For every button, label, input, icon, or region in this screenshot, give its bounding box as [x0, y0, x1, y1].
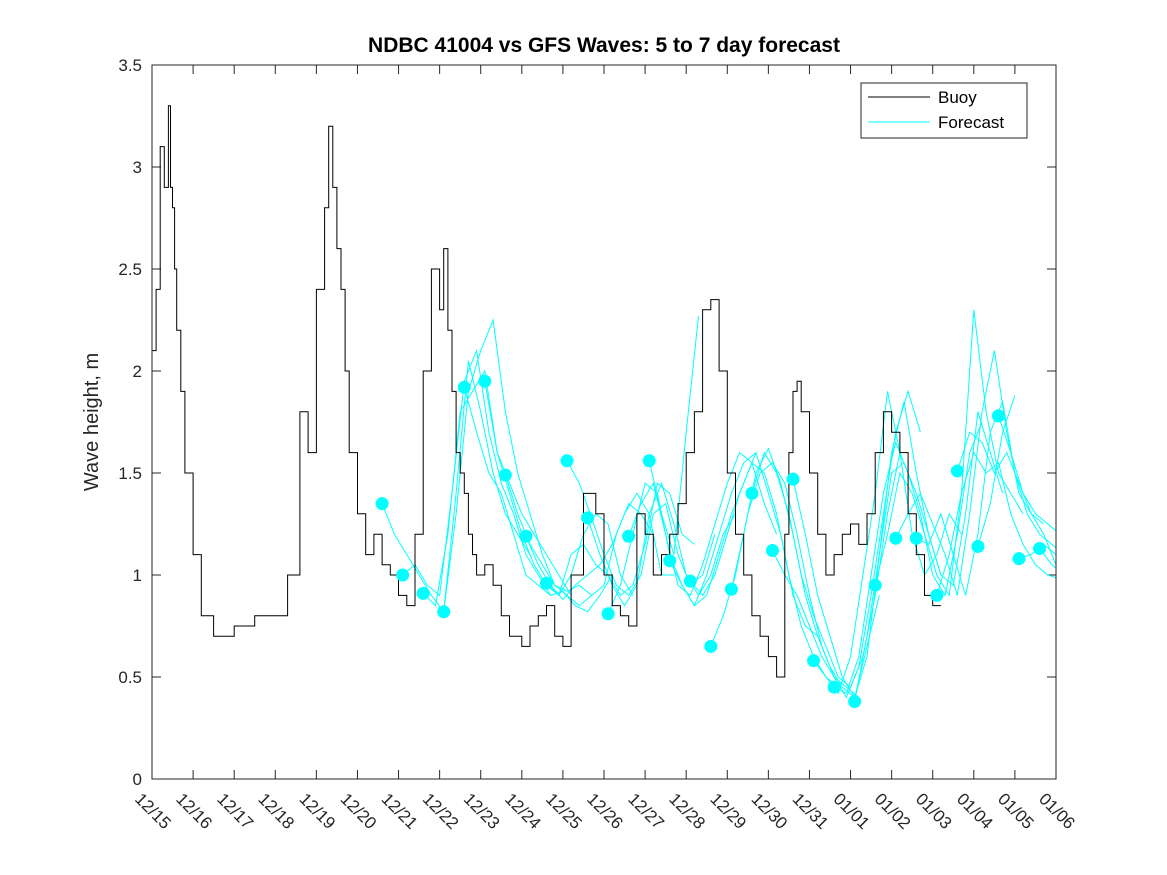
forecast-line-8 — [546, 482, 695, 597]
forecast-start-marker-10 — [581, 511, 595, 525]
y-tick-label: 0.5 — [118, 668, 142, 687]
forecast-start-marker-13 — [642, 454, 656, 468]
chart-title: NDBC 41004 vs GFS Waves: 5 to 7 day fore… — [368, 34, 840, 57]
forecast-line-25 — [895, 350, 1045, 596]
forecast-start-marker-20 — [786, 472, 800, 486]
forecast-line-27 — [936, 451, 1056, 596]
buoy-line — [152, 105, 941, 678]
series-layer — [152, 105, 1056, 702]
forecast-start-marker-29 — [971, 539, 985, 553]
y-tick-label: 2.5 — [118, 260, 142, 279]
forecast-start-marker-4 — [457, 380, 471, 394]
forecast-start-marker-12 — [622, 529, 636, 543]
forecast-start-marker-15 — [683, 574, 697, 588]
y-axis-ticks: 0 0.5 1 1.5 2 2.5 3 3.5 — [118, 56, 1056, 789]
forecast-start-marker-6 — [498, 468, 512, 482]
forecast-line-32 — [1039, 548, 1056, 569]
legend: Buoy Forecast — [860, 82, 1028, 139]
forecast-line-4 — [463, 387, 613, 613]
y-tick-label: 0 — [133, 770, 142, 789]
forecast-start-marker-28 — [950, 464, 964, 478]
forecast-line-1 — [402, 348, 552, 597]
y-axis-label: Wave height, m — [81, 353, 103, 491]
forecast-start-marker-21 — [807, 654, 821, 668]
y-tick-label: 3 — [133, 158, 142, 177]
y-tick-label: 2 — [133, 362, 142, 381]
forecast-start-marker-7 — [519, 529, 533, 543]
forecast-start-marker-27 — [930, 588, 944, 602]
forecast-start-marker-22 — [827, 680, 841, 694]
forecast-start-marker-14 — [663, 554, 677, 568]
legend-forecast-label: Forecast — [938, 113, 1004, 132]
forecast-start-marker-2 — [416, 586, 430, 600]
forecast-start-marker-1 — [396, 568, 410, 582]
forecast-start-marker-32 — [1033, 541, 1047, 555]
forecast-line-29 — [977, 395, 1016, 547]
forecast-start-marker-17 — [724, 582, 738, 596]
forecast-start-marker-0 — [375, 497, 389, 511]
axes-box — [151, 64, 1057, 780]
y-tick-label: 1 — [133, 566, 142, 585]
forecast-start-marker-26 — [909, 531, 923, 545]
forecast-line-18 — [751, 451, 901, 689]
plot-area — [152, 65, 1056, 779]
forecast-line-24 — [874, 309, 1024, 597]
forecast-start-marker-5 — [478, 374, 492, 388]
legend-box — [860, 82, 1028, 139]
forecast-line-0 — [381, 360, 531, 614]
forecast-start-marker-16 — [704, 639, 718, 653]
forecast-start-marker-25 — [889, 531, 903, 545]
forecast-start-marker-24 — [868, 578, 882, 592]
y-tick-label: 1.5 — [118, 464, 142, 483]
forecast-start-marker-8 — [539, 576, 553, 590]
forecast-line-23 — [854, 411, 1004, 702]
forecast-line-28 — [956, 431, 1056, 566]
forecast-start-marker-19 — [765, 544, 779, 558]
forecast-start-marker-30 — [991, 409, 1005, 423]
forecast-start-marker-23 — [848, 694, 862, 708]
forecast-line-30 — [998, 415, 1056, 532]
forecast-start-marker-18 — [745, 486, 759, 500]
forecast-start-markers — [375, 374, 1047, 708]
forecast-start-marker-3 — [437, 605, 451, 619]
forecast-start-marker-9 — [560, 454, 574, 468]
y-tick-label: 3.5 — [118, 56, 142, 75]
forecast-line-21 — [813, 391, 962, 695]
forecast-line-13 — [648, 315, 699, 555]
forecast-line-26 — [916, 399, 1056, 596]
legend-buoy-label: Buoy — [938, 88, 977, 107]
forecast-start-marker-31 — [1012, 552, 1026, 566]
forecast-line-20 — [792, 401, 942, 699]
forecast-start-marker-11 — [601, 607, 615, 621]
forecast-line-14 — [669, 451, 819, 637]
